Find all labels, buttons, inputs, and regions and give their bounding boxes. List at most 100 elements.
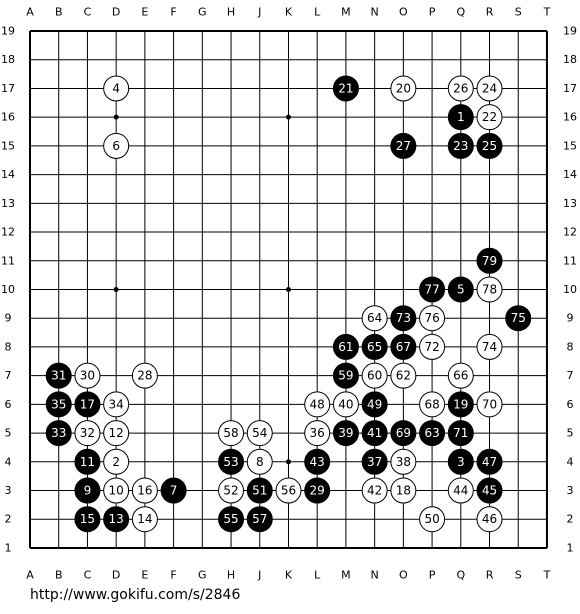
move-number: 7 [170, 484, 178, 498]
move-number: 55 [223, 512, 238, 526]
white-stone [419, 506, 446, 533]
white-stone [419, 333, 446, 360]
move-number: 28 [137, 369, 152, 383]
move-number: 69 [396, 426, 411, 440]
move-number: 30 [80, 369, 95, 383]
white-stone [103, 391, 130, 418]
move-number: 27 [396, 139, 411, 153]
move-number: 44 [453, 484, 468, 498]
move-number: 47 [482, 455, 497, 469]
row-label: 9 [5, 312, 12, 325]
move-number: 40 [338, 397, 353, 411]
row-label: 10 [563, 283, 577, 296]
move-number: 31 [51, 369, 66, 383]
column-label: G [198, 6, 207, 19]
move-number: 79 [482, 254, 497, 268]
row-label: 10 [1, 283, 15, 296]
white-stone [246, 420, 273, 447]
move-number: 20 [396, 81, 411, 95]
move-number: 13 [109, 512, 124, 526]
star-point [285, 114, 291, 120]
move-number: 65 [367, 340, 382, 354]
move-number: 62 [396, 369, 411, 383]
black-stone [419, 276, 446, 303]
white-stone [447, 477, 474, 504]
white-stone [131, 506, 158, 533]
move-number: 17 [80, 397, 95, 411]
move-number: 61 [338, 340, 353, 354]
black-stone [74, 506, 101, 533]
column-label: A [26, 569, 34, 582]
row-label: 7 [567, 369, 574, 382]
column-label: D [112, 6, 120, 19]
row-label: 12 [1, 226, 15, 239]
row-label: 7 [5, 369, 12, 382]
row-label: 12 [563, 226, 577, 239]
move-number: 54 [252, 426, 267, 440]
white-stone [103, 75, 130, 102]
move-number: 36 [310, 426, 325, 440]
column-label: M [341, 6, 351, 19]
move-number: 56 [281, 484, 296, 498]
white-stone [447, 362, 474, 389]
move-number: 9 [84, 484, 92, 498]
row-label: 2 [567, 513, 574, 526]
move-number: 53 [223, 455, 238, 469]
column-label: H [227, 6, 235, 19]
black-stone [246, 477, 273, 504]
black-stone [304, 477, 331, 504]
row-label: 5 [567, 427, 574, 440]
column-label: F [170, 6, 176, 19]
white-stone [476, 104, 503, 131]
star-point [285, 459, 291, 465]
white-stone [74, 362, 101, 389]
move-number: 6 [112, 139, 120, 153]
black-stone [447, 448, 474, 475]
move-number: 29 [310, 484, 325, 498]
column-label: D [112, 569, 120, 582]
row-label: 15 [563, 139, 577, 152]
row-label: 1 [5, 541, 12, 554]
black-stone [361, 448, 388, 475]
column-label: P [429, 6, 436, 19]
move-number: 63 [424, 426, 439, 440]
move-number: 34 [109, 397, 124, 411]
move-number: 2 [112, 455, 120, 469]
black-stone [447, 391, 474, 418]
column-label: B [55, 569, 63, 582]
column-label: E [141, 6, 148, 19]
move-number: 41 [367, 426, 382, 440]
column-label: T [543, 6, 551, 19]
black-stone [476, 247, 503, 274]
white-stone [275, 477, 302, 504]
black-stone [419, 420, 446, 447]
black-stone [361, 333, 388, 360]
row-label: 19 [563, 25, 577, 38]
column-label: R [486, 569, 494, 582]
column-label: R [486, 6, 494, 19]
column-label: B [55, 6, 63, 19]
move-number: 39 [338, 426, 353, 440]
row-label: 13 [1, 197, 15, 210]
move-number: 3 [457, 455, 465, 469]
move-number: 57 [252, 512, 267, 526]
black-stone [476, 132, 503, 159]
white-stone [218, 477, 245, 504]
move-number: 8 [256, 455, 264, 469]
row-label: 6 [5, 398, 12, 411]
row-label: 16 [563, 111, 577, 124]
column-label: N [371, 569, 379, 582]
row-label: 8 [5, 340, 12, 353]
row-label: 18 [1, 53, 15, 66]
white-stone [476, 506, 503, 533]
white-stone [246, 448, 273, 475]
white-stone [390, 448, 417, 475]
move-number: 16 [137, 484, 152, 498]
column-label: K [285, 6, 293, 19]
move-number: 33 [51, 426, 66, 440]
white-stone [390, 362, 417, 389]
row-label: 17 [563, 82, 577, 95]
white-stone [476, 391, 503, 418]
move-number: 26 [453, 81, 468, 95]
